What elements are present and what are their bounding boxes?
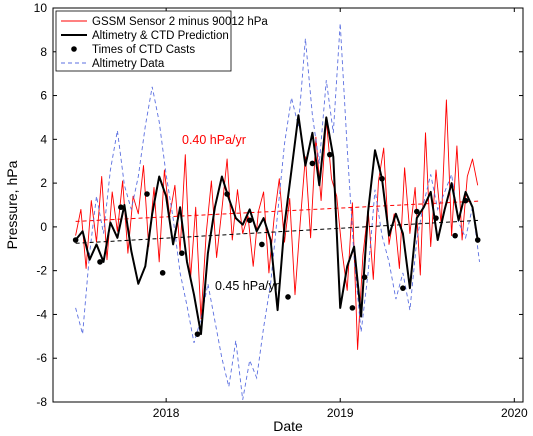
ctd-cast-point xyxy=(194,331,201,337)
ctd-cast-point xyxy=(433,215,439,221)
y-tick-label: -8 xyxy=(36,395,47,409)
ctd-cast-point xyxy=(349,305,356,311)
ctd-cast-point xyxy=(97,259,103,265)
ctd-cast-point xyxy=(326,151,333,158)
ctd-cast-point xyxy=(379,175,385,182)
y-tick-label: 0 xyxy=(40,220,47,234)
ctd-cast-point xyxy=(144,191,150,197)
legend-label-prediction: Altimetry & CTD Prediction xyxy=(92,30,229,42)
y-axis-label: Pressure, hPa xyxy=(4,160,20,249)
trend-line-red xyxy=(75,200,480,222)
ctd-cast-point xyxy=(414,208,420,215)
ctd-cast-point xyxy=(361,274,368,281)
ctd-cast-point xyxy=(259,241,265,248)
ctd-cast-point xyxy=(400,285,406,291)
y-tick-label: 8 xyxy=(40,45,47,59)
y-tick-label: -4 xyxy=(36,307,47,321)
y-tick-label: 10 xyxy=(34,1,48,15)
legend-label-altimetry: Altimetry Data xyxy=(92,58,165,70)
y-tick-label: 4 xyxy=(40,132,47,146)
x-axis-label: Date xyxy=(273,418,303,434)
x-tick-label: 2018 xyxy=(153,406,180,420)
plot-frame xyxy=(52,7,524,403)
y-tick-label: -6 xyxy=(36,351,47,365)
ctd-cast-point xyxy=(179,250,185,256)
trend-line-black xyxy=(75,219,480,244)
ctd-cast-point xyxy=(474,237,481,243)
legend-label-gssm: GSSM Sensor 2 minus 90012 hPa xyxy=(92,16,268,28)
ctd-cast-point xyxy=(159,270,166,276)
legend-swatch-casts xyxy=(71,46,77,52)
legend-label-casts: Times of CTD Casts xyxy=(92,44,195,56)
y-tick-label: -2 xyxy=(36,264,47,278)
ctd-cast-point xyxy=(118,204,124,210)
legend: GSSM Sensor 2 minus 90012 hPa Altimetry … xyxy=(55,10,268,72)
ctd-cast-point xyxy=(285,294,291,300)
ctd-cast-point xyxy=(224,191,230,197)
ctd-cast-point xyxy=(462,197,469,204)
x-tick-label: 2019 xyxy=(327,406,354,420)
series-altimetry-line xyxy=(75,23,480,400)
black-trend-annotation: 0.45 hPa/yr xyxy=(215,279,279,293)
x-tick-label: 2020 xyxy=(501,406,528,420)
ctd-cast-point xyxy=(452,232,458,239)
series-gssm-line xyxy=(75,99,479,350)
ctd-cast-point xyxy=(72,237,79,243)
series-prediction-line xyxy=(74,114,479,336)
y-tick-label: 2 xyxy=(40,176,47,190)
ctd-cast-point xyxy=(309,160,316,167)
ctd-cast-point xyxy=(246,217,253,224)
y-tick-label: 6 xyxy=(40,89,47,103)
red-trend-annotation: 0.40 hPa/yr xyxy=(182,133,246,147)
